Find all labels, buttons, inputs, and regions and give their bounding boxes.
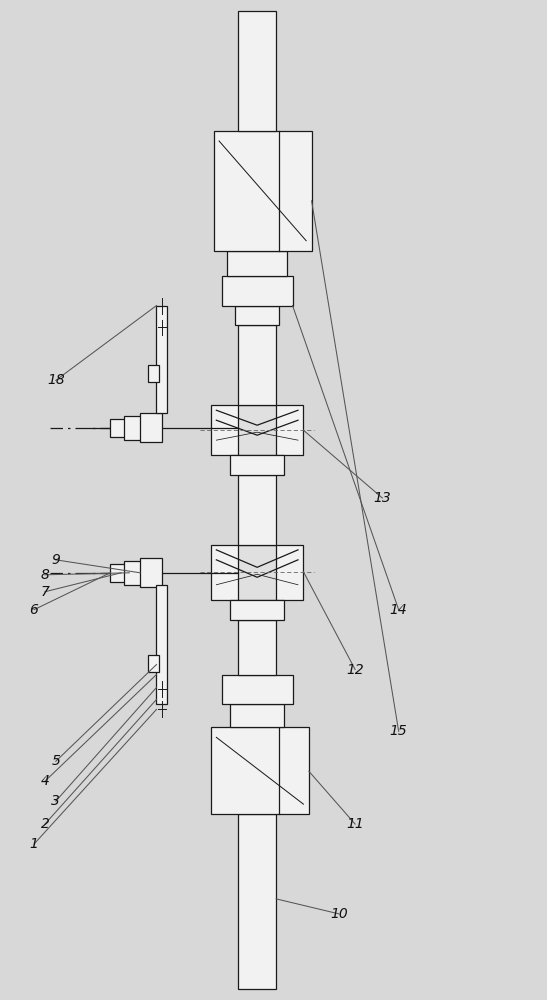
Bar — [230, 455, 284, 475]
Text: 7: 7 — [40, 585, 49, 599]
Bar — [124, 416, 142, 440]
Text: 4: 4 — [40, 774, 49, 788]
Bar — [238, 475, 276, 545]
Bar — [238, 814, 276, 989]
Bar — [140, 413, 162, 442]
Bar — [211, 727, 309, 814]
Bar — [230, 704, 284, 727]
Bar — [238, 405, 276, 455]
Text: 15: 15 — [390, 724, 408, 738]
Text: 2: 2 — [40, 817, 49, 831]
Bar — [110, 419, 125, 437]
Text: 18: 18 — [47, 373, 65, 387]
Text: 5: 5 — [51, 754, 60, 768]
Bar — [148, 655, 159, 672]
Bar — [140, 558, 162, 587]
Bar — [156, 306, 167, 413]
Text: 11: 11 — [346, 817, 364, 831]
Bar — [110, 564, 125, 582]
Text: 8: 8 — [40, 568, 49, 582]
Bar — [230, 600, 284, 620]
Bar — [238, 545, 276, 600]
Bar — [148, 365, 159, 382]
Bar — [235, 306, 279, 325]
Bar — [227, 251, 287, 276]
Text: 14: 14 — [390, 603, 408, 617]
Text: 10: 10 — [330, 907, 348, 921]
Text: 12: 12 — [346, 663, 364, 677]
Bar — [238, 620, 276, 675]
Text: 3: 3 — [51, 794, 60, 808]
Bar — [222, 675, 293, 704]
Bar — [238, 11, 276, 131]
Text: 1: 1 — [30, 837, 38, 851]
Bar — [214, 131, 312, 251]
Bar — [156, 585, 167, 704]
Text: 9: 9 — [51, 553, 60, 567]
Bar — [222, 276, 293, 306]
Bar — [211, 545, 304, 600]
Bar — [211, 405, 304, 455]
Bar — [124, 561, 142, 585]
Text: 6: 6 — [30, 603, 38, 617]
Bar — [238, 325, 276, 405]
Text: 13: 13 — [374, 491, 391, 505]
